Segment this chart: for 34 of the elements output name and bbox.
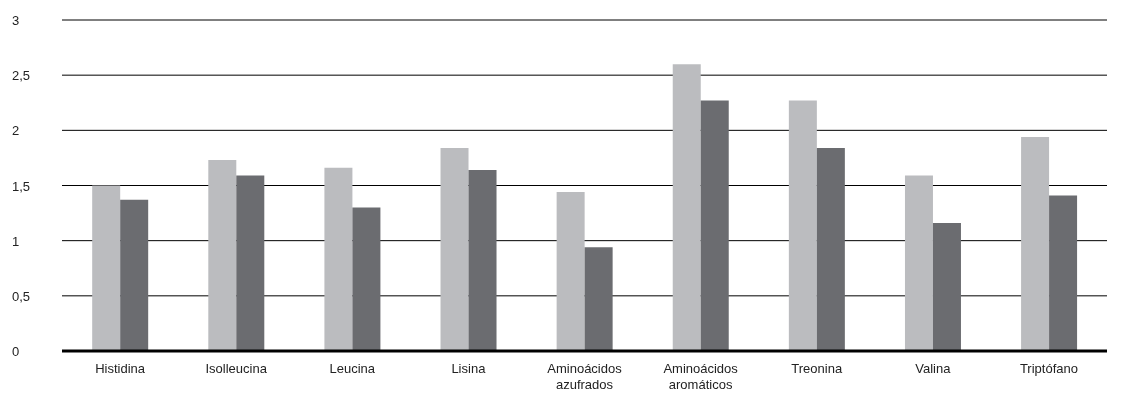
y-tick-label: 2 (12, 123, 20, 139)
x-tick-label: Lisina (451, 361, 487, 376)
bar (816, 147, 845, 351)
y-tick-label: 2,5 (12, 68, 31, 84)
x-tick-label: Triptófano (1019, 361, 1078, 376)
x-tick-label: Aminoácidos azufrados (547, 361, 623, 392)
x-tick-label: Histidina (95, 361, 146, 376)
y-tick-label: 0 (12, 344, 20, 359)
bar (352, 207, 381, 351)
y-tick-label: 1,5 (12, 178, 31, 194)
y-tick-label: 3 (12, 13, 20, 28)
x-tick-label: Valina (915, 361, 952, 376)
bar (672, 64, 701, 351)
bar (932, 223, 961, 351)
bar (92, 185, 121, 351)
x-tick-label: Aminoácidos aromáticos (663, 361, 739, 392)
bar (904, 175, 933, 351)
bar (700, 100, 729, 351)
x-tick-label: Treonina (791, 361, 843, 376)
bar (1021, 136, 1050, 351)
bar (556, 192, 585, 351)
bar (324, 167, 353, 351)
bar (1049, 195, 1078, 351)
bar (120, 199, 149, 351)
x-tick-label: Leucina (329, 361, 376, 376)
x-tick-label: Isolleucina (205, 361, 268, 376)
bar (208, 160, 237, 351)
bar (440, 147, 469, 351)
y-tick-label: 0,5 (12, 288, 31, 304)
y-tick-label: 1 (12, 233, 20, 249)
bar (468, 170, 497, 351)
bar (584, 247, 613, 351)
bar (788, 100, 817, 351)
bar (236, 175, 265, 351)
